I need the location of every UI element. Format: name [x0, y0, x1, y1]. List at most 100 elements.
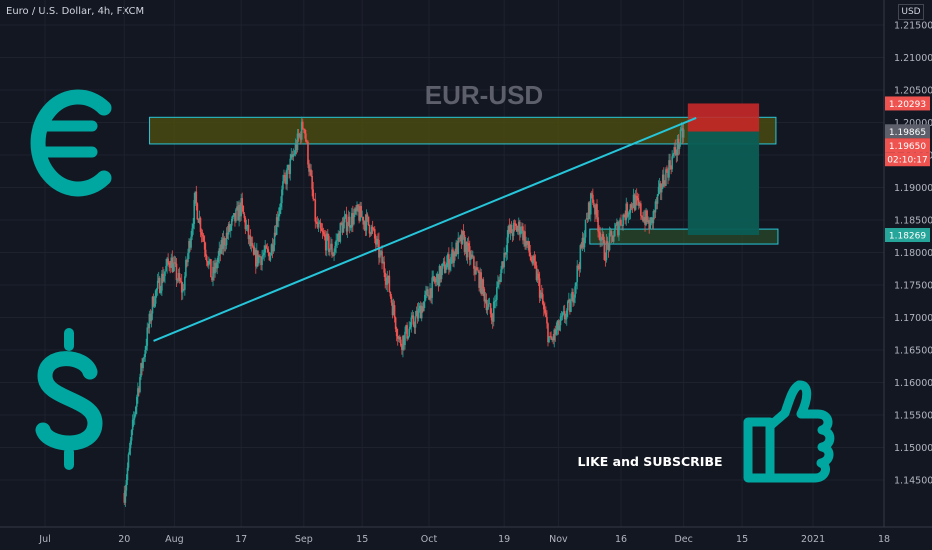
candle-body — [515, 226, 518, 232]
price-axis[interactable]: 1.215001.210001.205001.200001.195001.190… — [883, 0, 932, 527]
candle-body — [276, 217, 279, 221]
candle-body — [544, 309, 546, 313]
candle-body — [161, 273, 163, 291]
candle-body — [673, 147, 676, 155]
time-axis[interactable]: Jul 20 Aug 17 Sep 15 Oct 19 Nov 16 Dec 15 2021 18 — [0, 526, 932, 545]
candle-body — [480, 272, 482, 295]
candle-body — [246, 225, 249, 227]
candle-body — [386, 277, 389, 285]
candle-body — [476, 267, 478, 271]
candle-body — [571, 291, 573, 301]
candle-body — [624, 216, 627, 221]
stop-loss-zone[interactable] — [687, 103, 760, 132]
candle-body — [268, 252, 271, 261]
x-tick-label: 2021 — [801, 534, 825, 545]
candle-body — [618, 226, 620, 236]
thumbs-up-icon — [743, 380, 835, 483]
candle-body — [311, 176, 313, 190]
candle-body — [181, 288, 184, 293]
candle-body — [197, 219, 200, 223]
candle-body — [502, 261, 504, 268]
candle-body — [228, 224, 231, 231]
candle-body — [367, 216, 370, 225]
candle-body — [192, 223, 194, 229]
candle-body — [554, 329, 557, 335]
candle-body — [411, 315, 414, 318]
candle-body — [436, 274, 439, 279]
candle-body — [332, 254, 334, 257]
candle-body — [232, 215, 234, 220]
candle-body — [616, 221, 618, 225]
candle-body — [666, 169, 668, 171]
candle-body — [491, 320, 494, 322]
y-tick-label: 1.17000 — [894, 313, 932, 324]
candle-body — [145, 345, 148, 351]
x-tick-label: Jul — [38, 534, 50, 545]
price-tag-label: 02:10:17 — [887, 156, 927, 166]
candle-body — [417, 308, 420, 319]
candle-body — [205, 256, 208, 262]
candle-body — [439, 265, 442, 280]
candle-body — [421, 306, 424, 312]
candle-body — [503, 252, 505, 268]
candle-body — [671, 156, 673, 170]
candle-body — [642, 217, 644, 222]
candle-body — [381, 251, 383, 264]
x-tick-label: 15 — [356, 534, 368, 545]
candle-body — [208, 261, 210, 266]
candle-body — [655, 201, 658, 204]
dollar-icon — [35, 328, 103, 470]
candle-body — [230, 219, 233, 226]
candle-body — [612, 236, 615, 242]
trendline[interactable] — [153, 117, 697, 342]
y-tick-label: 1.15000 — [894, 443, 932, 454]
candle-body — [603, 240, 606, 260]
candle-body — [581, 237, 584, 248]
candle-body — [393, 305, 396, 318]
candle-body — [407, 336, 409, 339]
candle-body — [336, 240, 338, 242]
y-tick-label: 1.21000 — [894, 53, 932, 64]
candle-body — [326, 233, 329, 236]
candle-body — [410, 317, 413, 327]
candle-body — [510, 224, 513, 234]
candle-body — [681, 128, 684, 138]
currency-scale-label[interactable]: USD — [898, 4, 924, 20]
candle-body — [460, 235, 463, 244]
candle-body — [523, 231, 525, 241]
candle-body — [349, 227, 352, 229]
candle-body — [454, 251, 456, 256]
candle-body — [636, 198, 639, 201]
price-tag — [885, 138, 930, 153]
candle-body — [442, 261, 445, 264]
resistance-zone[interactable] — [149, 116, 777, 145]
candle-body — [324, 236, 327, 251]
candle-body — [561, 312, 564, 317]
candle-body — [646, 210, 648, 223]
candle-body — [168, 262, 170, 267]
candle-body — [204, 249, 207, 257]
candle-body — [450, 257, 452, 264]
candle-body — [165, 266, 167, 272]
candle-body — [308, 164, 310, 172]
candle-body — [514, 223, 517, 227]
candle-body — [649, 220, 652, 230]
candle-body — [468, 246, 471, 260]
candle-body — [500, 269, 502, 282]
candle-body — [549, 336, 551, 338]
candle-body — [677, 138, 680, 150]
candle-body — [382, 261, 384, 264]
candle-body — [585, 218, 588, 220]
candle-body — [264, 245, 266, 253]
candle-body — [214, 262, 216, 274]
candle-body — [399, 336, 401, 340]
candle-body — [475, 267, 477, 275]
candle-body — [525, 240, 527, 247]
candle-body — [331, 243, 333, 255]
candle-body — [574, 286, 576, 298]
candle-body — [395, 328, 398, 337]
candle-body — [639, 203, 641, 206]
candle-body — [360, 205, 362, 218]
take-profit-zone[interactable] — [687, 131, 760, 236]
